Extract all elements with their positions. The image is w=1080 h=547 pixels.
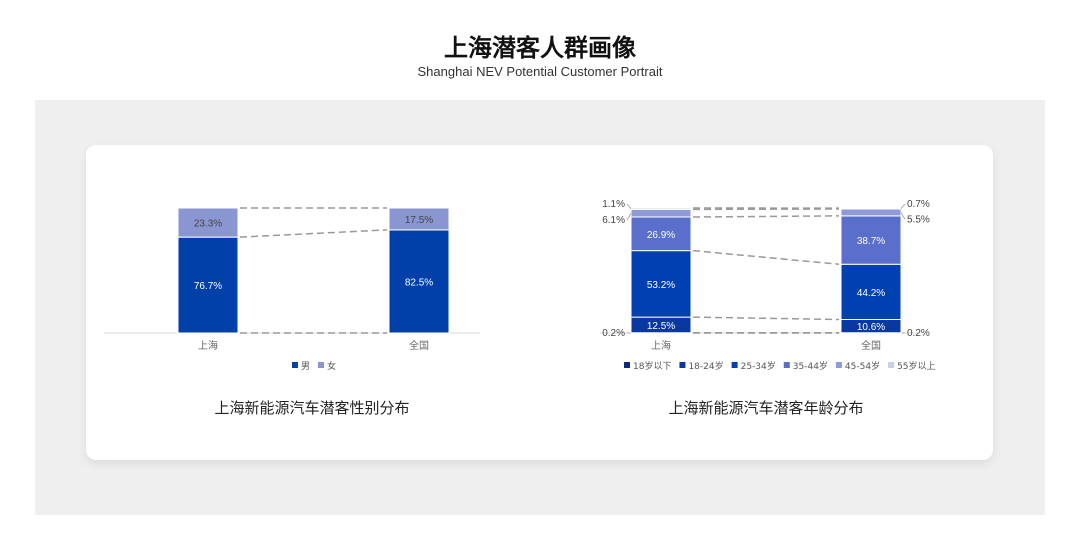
legend-swatch: [292, 362, 298, 368]
bar-segment: [177, 207, 239, 238]
legend-label: 18-24岁: [688, 360, 723, 372]
bar-segment: [840, 207, 902, 210]
legend-swatch: [731, 362, 738, 368]
bar-segment: [177, 236, 239, 334]
data-label: 53.2%: [647, 280, 675, 291]
legend-label: 55岁以上: [897, 360, 935, 372]
data-label: 26.9%: [647, 230, 675, 241]
category-label: 上海: [198, 339, 218, 352]
data-label: 1.1%: [602, 199, 625, 210]
data-label: 38.7%: [857, 236, 885, 247]
data-label: 10.6%: [857, 322, 885, 333]
legend-swatch: [679, 362, 686, 368]
legend-label: 18岁以下: [633, 360, 671, 372]
legend-label: 35-44岁: [793, 360, 828, 372]
bar-segment: [840, 263, 902, 320]
data-label: 76.7%: [194, 281, 222, 292]
connector-line: [692, 316, 840, 321]
connector-line: [692, 215, 840, 218]
category-label: 全国: [861, 339, 881, 352]
bar-segment: [388, 207, 450, 231]
data-label: 6.1%: [602, 215, 625, 226]
bar-segment: [630, 216, 692, 252]
data-label: 82.5%: [405, 277, 433, 288]
bar-segment: [840, 208, 902, 217]
legend-swatch: [835, 362, 842, 368]
legend-swatch: [783, 362, 790, 368]
bar-segment: [630, 208, 692, 218]
data-label: 0.2%: [907, 328, 930, 339]
connector-line: [692, 249, 840, 265]
legend-swatch: [888, 362, 895, 368]
legend-swatch: [318, 362, 325, 368]
data-label: 0.7%: [907, 199, 930, 210]
gender-chart-title: 上海新能源汽车潜客性别分布: [214, 399, 410, 417]
data-label: 12.5%: [647, 321, 675, 332]
bar-segment: [630, 207, 692, 210]
legend-label: 女: [327, 360, 336, 372]
legend-label: 45-54岁: [845, 360, 880, 372]
label-leader-line: [900, 212, 906, 220]
label-leader-line: [626, 203, 632, 209]
age-chart-title: 上海新能源汽车潜客年龄分布: [668, 399, 864, 417]
category-label: 上海: [651, 339, 671, 352]
legend-label: 男: [301, 361, 310, 372]
label-leader-line: [900, 203, 906, 209]
legend-label: 25-34岁: [741, 360, 776, 372]
bar-segment: [630, 250, 692, 318]
page-title: 上海潜客人群画像: [444, 34, 636, 62]
label-leader-line: [626, 212, 632, 221]
legend-swatch: [624, 362, 630, 368]
data-label: 23.3%: [194, 219, 222, 230]
data-label: 17.5%: [405, 215, 433, 226]
connector-line: [239, 229, 388, 238]
bar-segment: [388, 229, 450, 334]
data-label: 5.5%: [907, 214, 930, 225]
data-label: 0.2%: [602, 328, 625, 339]
page-subtitle: Shanghai NEV Potential Customer Portrait: [417, 64, 663, 79]
category-label: 全国: [409, 339, 429, 352]
data-label: 44.2%: [857, 288, 885, 299]
